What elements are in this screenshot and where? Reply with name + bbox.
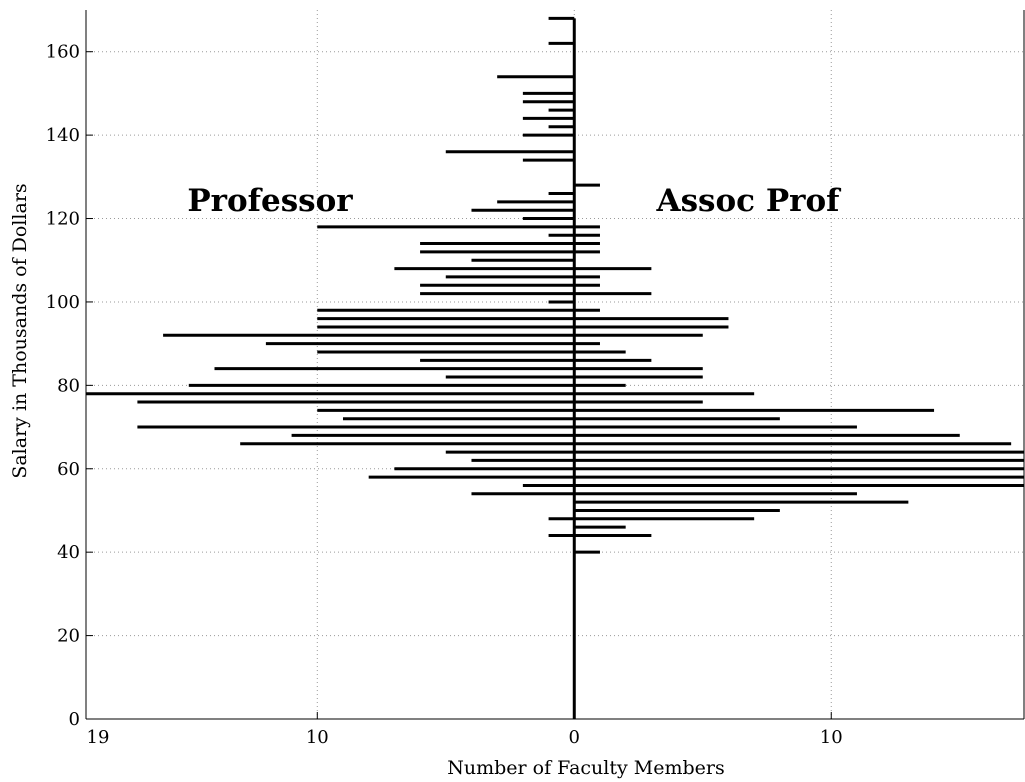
y-axis-title: Salary in Thousands of Dollars (9, 183, 31, 478)
plot-frame (85, 9, 1025, 720)
y-tick-label: 140 (46, 125, 80, 146)
y-tick-label: 160 (46, 42, 80, 63)
x-tick-label: 0 (569, 727, 580, 748)
y-tick-label: 100 (46, 292, 80, 313)
bars-layer (86, 16, 1024, 554)
x-tick-label: 10 (306, 727, 329, 748)
series-label-assoc-prof: Assoc Prof (656, 183, 842, 219)
x-axis-title: Number of Faculty Members (447, 757, 724, 779)
x-tick-label: 10 (820, 727, 843, 748)
y-tick-label: 80 (57, 375, 80, 396)
y-tick-label: 120 (46, 209, 80, 230)
y-tick-label: 0 (69, 709, 80, 730)
grid-layer (86, 10, 1024, 719)
y-tick-label: 60 (57, 459, 80, 480)
series-label-professor: Professor (187, 183, 353, 219)
x-tick-label: 19 (87, 727, 110, 748)
y-tick-label: 20 (57, 626, 80, 647)
y-tick-label: 40 (57, 542, 80, 563)
